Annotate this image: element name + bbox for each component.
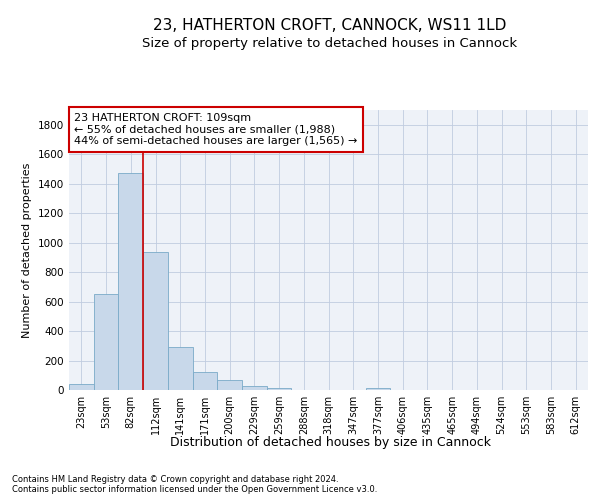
Text: 23 HATHERTON CROFT: 109sqm
← 55% of detached houses are smaller (1,988)
44% of s: 23 HATHERTON CROFT: 109sqm ← 55% of deta… (74, 113, 358, 146)
Bar (94, 294, 118, 390)
Bar (193, 372, 217, 390)
Bar (242, 386, 267, 390)
Bar (143, 252, 168, 390)
Bar (217, 380, 242, 390)
Text: Contains HM Land Registry data © Crown copyright and database right 2024.: Contains HM Land Registry data © Crown c… (12, 474, 338, 484)
Text: Size of property relative to detached houses in Cannock: Size of property relative to detached ho… (142, 38, 518, 51)
Bar (365, 388, 390, 390)
Y-axis label: Number of detached properties: Number of detached properties (22, 162, 32, 338)
Text: Distribution of detached houses by size in Cannock: Distribution of detached houses by size … (170, 436, 491, 449)
Bar (118, 174, 143, 390)
Bar (168, 348, 193, 390)
Text: 23, HATHERTON CROFT, CANNOCK, WS11 1LD: 23, HATHERTON CROFT, CANNOCK, WS11 1LD (154, 18, 506, 32)
Text: Contains public sector information licensed under the Open Government Licence v3: Contains public sector information licen… (12, 484, 377, 494)
Bar (69, 384, 94, 390)
Bar (267, 388, 292, 390)
